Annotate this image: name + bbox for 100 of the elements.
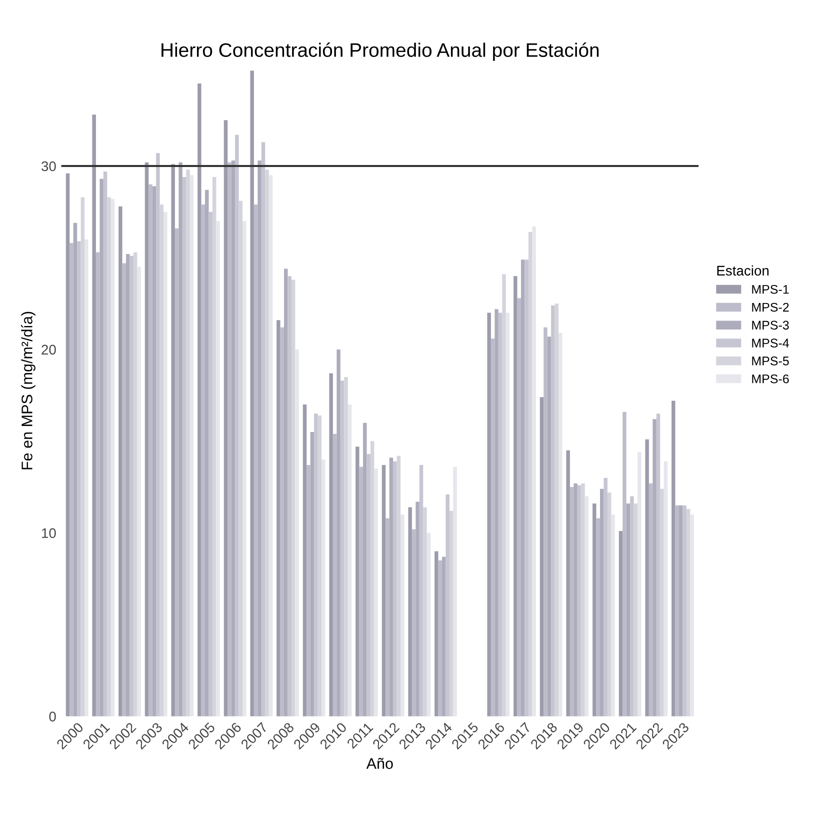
bar [137, 266, 141, 716]
y-tick-label: 10 [42, 528, 56, 538]
bar [672, 400, 676, 716]
bar [487, 312, 491, 716]
bar [322, 460, 326, 716]
bar [400, 514, 404, 716]
bar [566, 450, 570, 716]
bar [107, 197, 111, 716]
bar [577, 485, 582, 716]
bar [540, 397, 544, 716]
legend-label: MPS-4 [752, 338, 789, 348]
chart-title: Hierro Concentración Promedio Anual por Estación [162, 42, 599, 61]
bar [370, 441, 374, 716]
bar [295, 349, 299, 716]
bar [382, 465, 386, 716]
bar [558, 332, 562, 716]
bar [288, 276, 292, 716]
bar [276, 320, 280, 716]
bar [73, 222, 78, 716]
bar [152, 186, 156, 716]
bar [618, 531, 623, 716]
bar [396, 456, 401, 716]
bar [231, 160, 236, 716]
bar [453, 466, 457, 716]
bar [446, 494, 450, 716]
bar [130, 256, 134, 716]
bar [118, 206, 122, 716]
bar [547, 336, 552, 716]
bar [318, 415, 322, 716]
bar [201, 204, 206, 716]
bar [291, 280, 296, 716]
bar [310, 432, 314, 716]
bar [611, 514, 615, 716]
bar [164, 212, 168, 716]
bar [356, 446, 360, 716]
bar [626, 504, 630, 716]
bar [592, 504, 596, 716]
bar [160, 204, 164, 716]
bar [198, 83, 202, 716]
legend-label: MPS-5 [752, 356, 789, 366]
bar [449, 510, 454, 716]
bar [438, 560, 442, 716]
bar [570, 487, 574, 716]
bar [675, 505, 680, 716]
x-axis-title: Año [366, 758, 393, 769]
legend-title: Estacion [717, 265, 769, 276]
bar [607, 492, 612, 716]
bar [638, 452, 642, 716]
bar [182, 177, 186, 716]
bar [634, 504, 638, 716]
bar [502, 274, 506, 716]
bar [426, 532, 431, 716]
y-tick-label: 20 [42, 344, 56, 355]
bar [682, 505, 686, 716]
bar [254, 204, 258, 716]
y-axis-title: Fe en MPS (mg/m²/día) [20, 312, 36, 470]
legend-label: MPS-2 [752, 302, 789, 312]
bar [92, 114, 96, 716]
bar [532, 226, 536, 716]
bar [645, 439, 649, 716]
y-tick-label: 30 [41, 161, 56, 172]
bar [434, 551, 438, 716]
bar [656, 414, 660, 716]
bar [212, 177, 216, 716]
bar [250, 70, 254, 716]
bar [423, 507, 427, 716]
bar [329, 373, 333, 716]
bar [604, 478, 608, 716]
bar [524, 260, 528, 716]
bar [268, 175, 273, 716]
bar [551, 305, 555, 716]
bar [96, 252, 100, 716]
bar [314, 414, 318, 716]
bar [265, 170, 269, 716]
bar [690, 514, 694, 716]
bar [412, 529, 416, 716]
bar [174, 228, 179, 716]
legend-label: MPS-1 [752, 284, 789, 294]
bar [490, 338, 495, 716]
bar [596, 518, 600, 716]
bar [506, 312, 510, 716]
bar [581, 483, 585, 716]
bar [408, 507, 412, 716]
legend-label: MPS-6 [752, 374, 789, 384]
bar [366, 454, 370, 716]
bar [238, 200, 243, 716]
bar [348, 404, 352, 716]
bar [630, 496, 634, 716]
bar [235, 134, 239, 716]
bar [77, 241, 81, 716]
bar [302, 404, 307, 716]
bar [393, 461, 397, 716]
bar [110, 199, 115, 716]
bar [419, 465, 424, 716]
bar [584, 496, 589, 716]
bar [216, 221, 220, 716]
bar [144, 162, 149, 716]
bar [190, 175, 194, 716]
bar [374, 468, 378, 716]
bar [186, 170, 190, 716]
